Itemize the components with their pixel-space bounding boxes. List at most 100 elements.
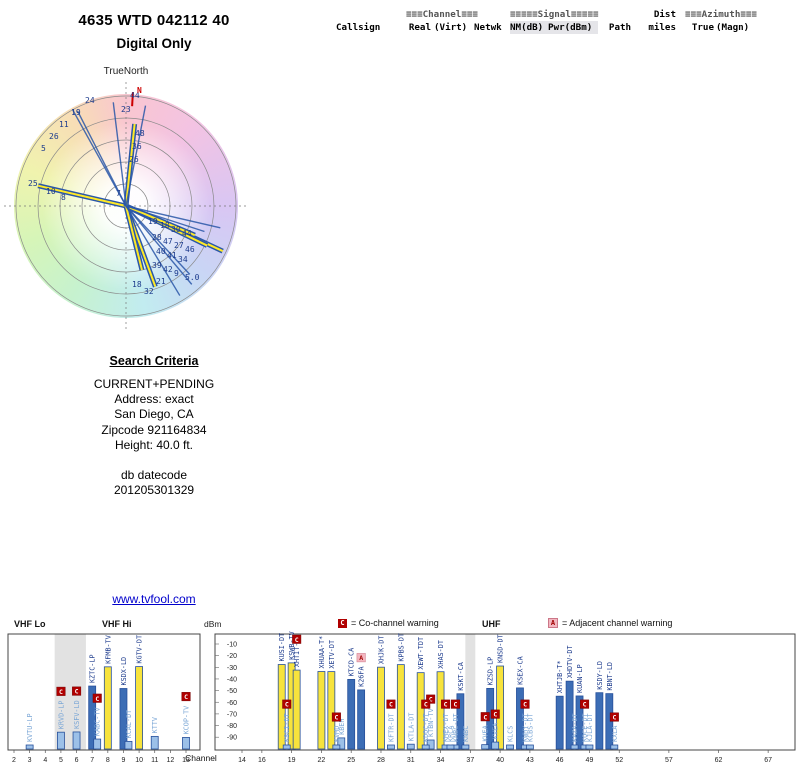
radar-channel-label: 18 <box>160 221 170 230</box>
channel-tick-label: 19 <box>288 757 296 764</box>
tvfool-link[interactable]: www.tvfool.com <box>112 592 196 606</box>
table-column-header: Callsign Real (Virt) Netwk NM(dB) Pwr(dB… <box>324 21 800 34</box>
warning-marker-letter: C <box>483 713 487 721</box>
bar-callsign-label: KNBC-DT <box>452 713 460 742</box>
signal-bar <box>525 744 534 750</box>
bar-callsign-label: KPBS-DT <box>397 633 405 662</box>
radar-channel-label: 11 <box>59 120 69 129</box>
channel-tick-label: 16 <box>258 757 266 764</box>
radar-channel-label: 48 <box>135 129 145 138</box>
bar-callsign-label: KBNT-LD <box>606 662 614 691</box>
uhf-band-label: UHF <box>482 619 501 629</box>
warning-marker-letter: C <box>95 695 99 703</box>
dbm-tick-label: -90 <box>227 735 237 742</box>
left-panel: 4635 WTD 042112 40 Digital Only TrueNort… <box>0 0 320 616</box>
signal-bar <box>332 744 341 750</box>
co-channel-warning-marker <box>386 699 396 709</box>
radar-channel-label: 25 <box>28 179 38 188</box>
radar-channel-label: 27 <box>174 241 184 250</box>
bar-callsign-label: KUSI-DT <box>278 633 286 662</box>
criteria-line: Zipcode 921164834 <box>101 422 207 437</box>
channel-tick-label: 7 <box>90 757 94 764</box>
bar-callsign-label: KABC-TV <box>94 707 102 736</box>
warning-marker-letter: C <box>429 696 433 704</box>
search-criteria-heading: Search Criteria <box>109 354 199 368</box>
criteria-line: Height: 40.0 ft. <box>114 437 194 452</box>
channel-tick-label: 25 <box>347 757 355 764</box>
dbm-tick-label: -10 <box>227 642 237 649</box>
bar-callsign-label: KOCE-DT <box>581 713 589 742</box>
report-subtitle: Digital Only <box>116 36 192 51</box>
radar-channel-label: 26 <box>49 132 59 141</box>
bar-callsign-label: KDOC-DT <box>422 713 430 742</box>
warning-marker-letter: C <box>523 701 527 709</box>
signal-bar <box>57 731 65 750</box>
channel-tick-label: 52 <box>615 757 623 764</box>
radar-channel-label: 44 <box>130 91 140 100</box>
radar-channel-label: 26 <box>129 155 139 164</box>
signal-bar <box>292 669 301 750</box>
signal-bar <box>124 740 133 750</box>
bar-callsign-label: KBEH <box>338 719 346 735</box>
warning-marker-letter: C <box>334 714 338 722</box>
signal-bar <box>585 744 594 750</box>
bar-callsign-label: XHUAA-T* <box>318 636 326 669</box>
signal-bar <box>347 679 356 750</box>
dbm-tick-label: -20 <box>227 653 237 660</box>
bar-callsign-label: XHJK-DT <box>377 636 385 665</box>
bar-callsign-label: KSKT-CA <box>457 662 465 691</box>
signal-bar <box>377 666 385 750</box>
channel-tick-label: 22 <box>318 757 326 764</box>
radar-channel-label: 5.0 <box>185 273 200 282</box>
channel-tick-label: 37 <box>466 757 474 764</box>
radar-channel-label: 19 <box>148 217 158 226</box>
signal-bar <box>436 671 445 750</box>
signal-bar <box>337 737 346 750</box>
radar-signal-line <box>125 205 193 285</box>
radar-channel-label: 30 <box>171 225 181 234</box>
col-real: Real <box>408 22 431 33</box>
channel-axis-label: Channel <box>185 753 217 763</box>
adjacent-channel-warning-icon: A <box>548 618 558 628</box>
signal-bar <box>396 664 405 750</box>
channel-tick-label: 43 <box>526 757 534 764</box>
radar-signal-line <box>112 102 127 207</box>
radar-channel-label: 42 <box>163 265 173 274</box>
radar-channel-label: 36 <box>132 142 142 151</box>
bar-callsign-label: KAZA-DT <box>571 713 579 742</box>
station-table: ≡≡≡Channel≡≡≡ ≡≡≡≡≡Signal≡≡≡≡≡ Dist ≡≡≡A… <box>324 8 800 34</box>
signal-bar <box>72 731 81 750</box>
datecode-value: 201205301329 <box>113 483 195 498</box>
signal-bar <box>516 687 524 750</box>
signal-bar <box>461 744 470 750</box>
radar-channel-label: 34 <box>178 255 188 264</box>
co-channel-warning-marker <box>450 699 460 709</box>
bar-callsign-label: KVEA <box>482 725 490 741</box>
warning-marker-letter: C <box>389 701 393 709</box>
spectrum-section: VHF Lo VHF Hi dBm UHF C = Co-channel war… <box>0 616 800 768</box>
radar-signal-line <box>125 205 191 275</box>
co-channel-warning-marker <box>292 634 302 644</box>
channel-tick-label: 46 <box>556 757 564 764</box>
warning-marker-letter: C <box>59 688 63 696</box>
bar-callsign-label: XETV-DT <box>328 640 336 669</box>
signal-bar <box>357 689 366 750</box>
warning-marker-letter: C <box>424 701 428 709</box>
signal-bar <box>421 744 430 750</box>
channel-tick-label: 31 <box>407 757 415 764</box>
bar-callsign-label: KZSD-LP <box>487 657 495 686</box>
bar-callsign-label: K26FA <box>358 666 366 686</box>
col-virt: (Virt) <box>434 22 468 33</box>
bar-callsign-label: KFTR-DT <box>387 713 395 742</box>
radar-signal-line-core <box>125 205 196 237</box>
co-channel-warning-marker <box>92 693 102 703</box>
bar-callsign-label: KGTV-DT <box>136 635 144 664</box>
co-channel-warning-marker <box>490 709 500 719</box>
col-netwk: Netwk <box>474 22 502 33</box>
warning-marker-letter: C <box>184 693 188 701</box>
search-criteria: Search Criteria CURRENT+PENDING Address:… <box>0 354 308 498</box>
radar-channel-label: 21 <box>156 277 166 286</box>
adjacent-channel-legend: A = Adjacent channel warning <box>548 618 672 628</box>
datecode-label: db datecode <box>120 468 188 483</box>
radar-channel-label: 47 <box>163 237 173 246</box>
